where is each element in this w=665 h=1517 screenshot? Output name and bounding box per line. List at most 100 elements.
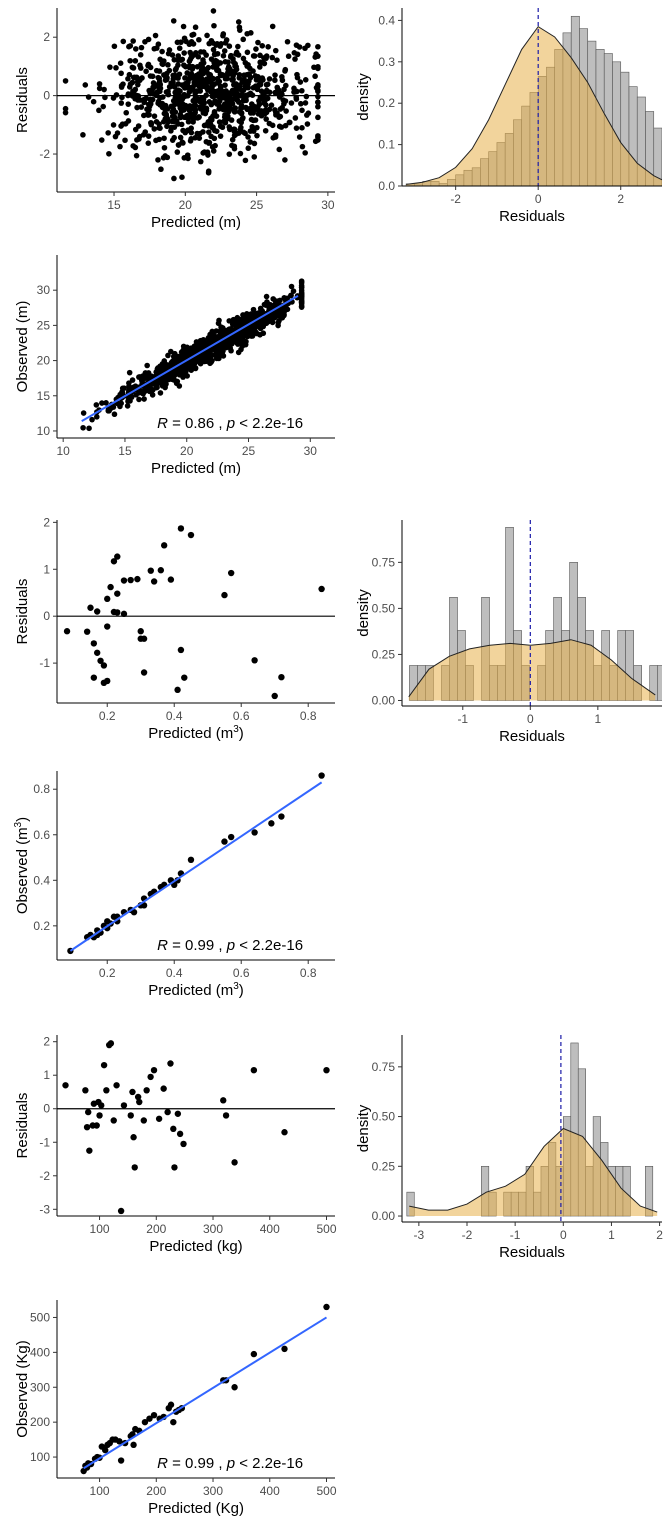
- y-tick-label: 1: [43, 1068, 50, 1082]
- scatter-point: [263, 116, 269, 122]
- scatter-point: [207, 72, 214, 78]
- scatter-point: [176, 383, 183, 389]
- scatter-point: [164, 123, 170, 130]
- regression-line: [69, 781, 323, 952]
- scatter-point: [169, 109, 176, 115]
- scatter-point: [221, 838, 228, 845]
- scatter-point: [165, 88, 171, 95]
- scatter-point: [157, 567, 165, 574]
- correlation-annotation: R = 0.99 , p < 2.2e-16: [157, 1455, 303, 1472]
- scatter-point: [184, 70, 191, 76]
- scatter-point: [119, 94, 125, 101]
- scatter-point: [117, 1207, 125, 1215]
- scatter-point: [110, 558, 118, 565]
- scatter-point: [236, 75, 243, 81]
- scatter-point: [276, 123, 283, 130]
- scatter-point: [125, 75, 131, 82]
- scatter-point: [248, 101, 255, 107]
- scatter-point: [251, 657, 258, 664]
- scatter-point: [132, 58, 139, 64]
- scatter-point: [157, 81, 163, 87]
- scatter-point: [221, 48, 228, 54]
- scatter-point: [105, 130, 111, 136]
- scatter-point: [193, 73, 199, 79]
- scatter-point: [250, 306, 257, 313]
- scatter-point: [162, 77, 169, 83]
- x-tick-label: 25: [242, 444, 256, 458]
- scatter-point: [214, 50, 221, 57]
- scatter-point: [155, 1115, 163, 1122]
- density-area: [409, 1128, 658, 1217]
- scatter-point: [231, 1159, 238, 1166]
- scatter-point: [90, 640, 98, 647]
- scatter-point: [182, 129, 189, 136]
- scatter-point: [137, 628, 144, 635]
- scatter-point: [318, 772, 325, 779]
- scatter-point: [227, 569, 235, 577]
- scatter-point: [175, 358, 181, 364]
- scatter-point: [250, 1066, 258, 1074]
- scatter-point: [177, 525, 185, 532]
- scatter-point: [146, 1415, 153, 1422]
- x-tick-label: 0: [560, 1228, 567, 1242]
- scatter-point: [212, 57, 219, 64]
- scatter-point: [215, 80, 222, 86]
- scatter-point: [205, 123, 212, 129]
- y-tick-label: 400: [30, 1345, 50, 1359]
- scatter-point: [252, 73, 259, 79]
- scatter-point: [237, 150, 244, 157]
- scatter-point: [215, 93, 222, 100]
- scatter-point: [206, 40, 212, 47]
- scatter-point: [217, 60, 224, 66]
- scatter-point: [104, 677, 111, 685]
- scatter-point: [63, 628, 71, 635]
- scatter-point: [125, 101, 132, 107]
- scatter-point: [174, 686, 181, 694]
- scatter-point: [278, 813, 285, 820]
- panel-4: 0.2 0.4 0.6 0.8 -1 0 1 2 Predicted (m3) Residuals: [14, 515, 335, 742]
- scatter-point: [202, 110, 209, 117]
- scatter-point: [205, 119, 212, 125]
- scatter-point: [284, 38, 291, 45]
- x-axis-label: Residuals: [499, 1244, 565, 1261]
- scatter-point: [205, 168, 212, 175]
- scatter-point: [196, 135, 203, 141]
- scatter-point: [209, 144, 216, 150]
- scatter-point: [140, 902, 148, 909]
- scatter-point: [244, 311, 250, 317]
- scatter-point: [247, 139, 254, 145]
- scatter-point: [140, 669, 148, 676]
- scatter-point: [120, 577, 128, 584]
- scatter-point: [222, 82, 228, 88]
- scatter-point: [299, 107, 305, 114]
- y-tick-label: -2: [39, 1169, 50, 1183]
- scatter-point: [299, 143, 306, 150]
- scatter-point: [250, 117, 257, 124]
- scatter-point: [155, 41, 162, 48]
- scatter-point: [89, 416, 95, 423]
- scatter-point: [200, 49, 207, 55]
- scatter-point: [150, 578, 158, 585]
- x-tick-label: 30: [321, 198, 335, 212]
- scatter-point: [207, 76, 214, 82]
- scatter-point: [152, 32, 159, 39]
- scatter-point: [200, 336, 207, 343]
- scatter-point: [106, 150, 112, 157]
- x-tick-label: 0.2: [99, 709, 116, 723]
- scatter-point: [215, 348, 221, 355]
- scatter-point: [105, 406, 112, 413]
- scatter-point: [185, 365, 191, 371]
- scatter-point: [229, 142, 235, 149]
- scatter-point: [196, 36, 202, 43]
- scatter-point: [130, 38, 136, 44]
- scatter-point: [242, 157, 249, 164]
- scatter-point: [178, 94, 185, 101]
- scatter-point: [276, 312, 283, 319]
- scatter-point: [188, 87, 195, 93]
- scatter-point: [96, 107, 102, 114]
- y-tick-label: 2: [43, 30, 50, 44]
- scatter-point: [137, 52, 144, 58]
- scatter-point: [165, 352, 171, 359]
- scatter-point: [315, 82, 321, 88]
- scatter-point: [225, 69, 231, 76]
